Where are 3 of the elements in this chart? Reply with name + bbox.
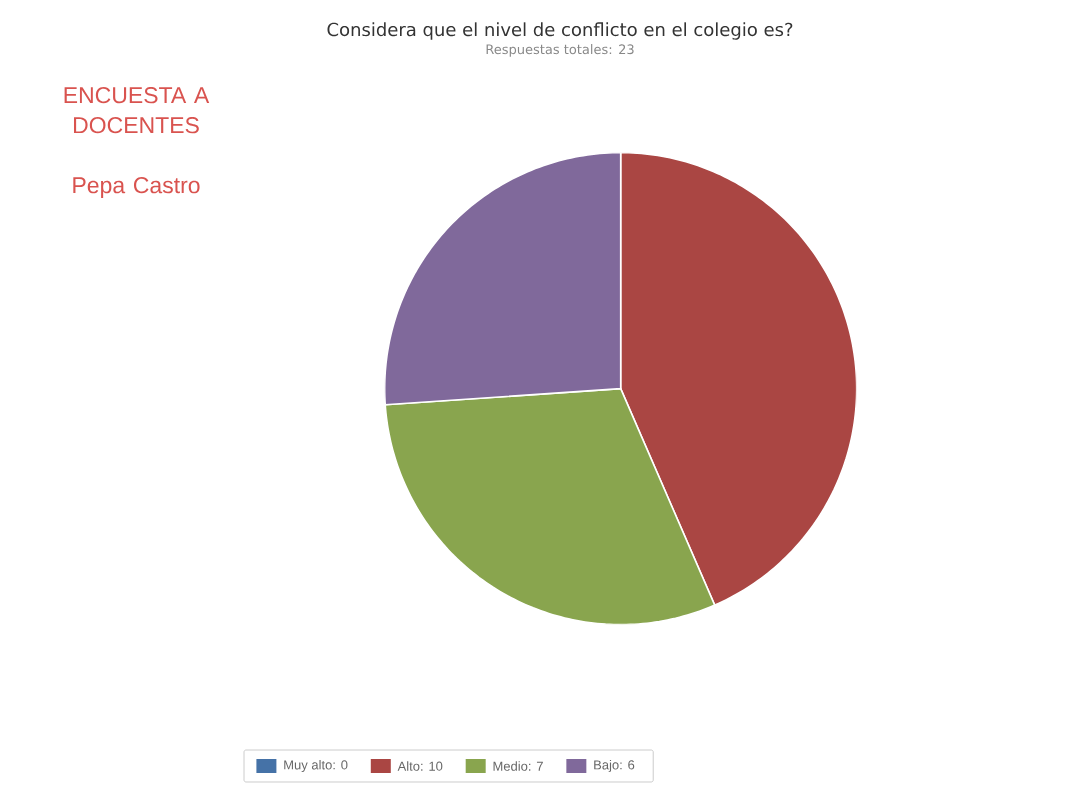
text: ENCUESTA A DOCENTES — [64, 87, 210, 134]
text: Pepa Castro — [73, 177, 200, 198]
chart-title: Considera que el nivel de conflicto en el colegio es? — [327, 22, 793, 40]
